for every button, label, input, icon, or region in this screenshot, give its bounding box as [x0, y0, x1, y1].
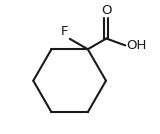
Text: OH: OH [127, 39, 147, 52]
Text: O: O [101, 4, 112, 17]
Text: F: F [61, 25, 68, 38]
